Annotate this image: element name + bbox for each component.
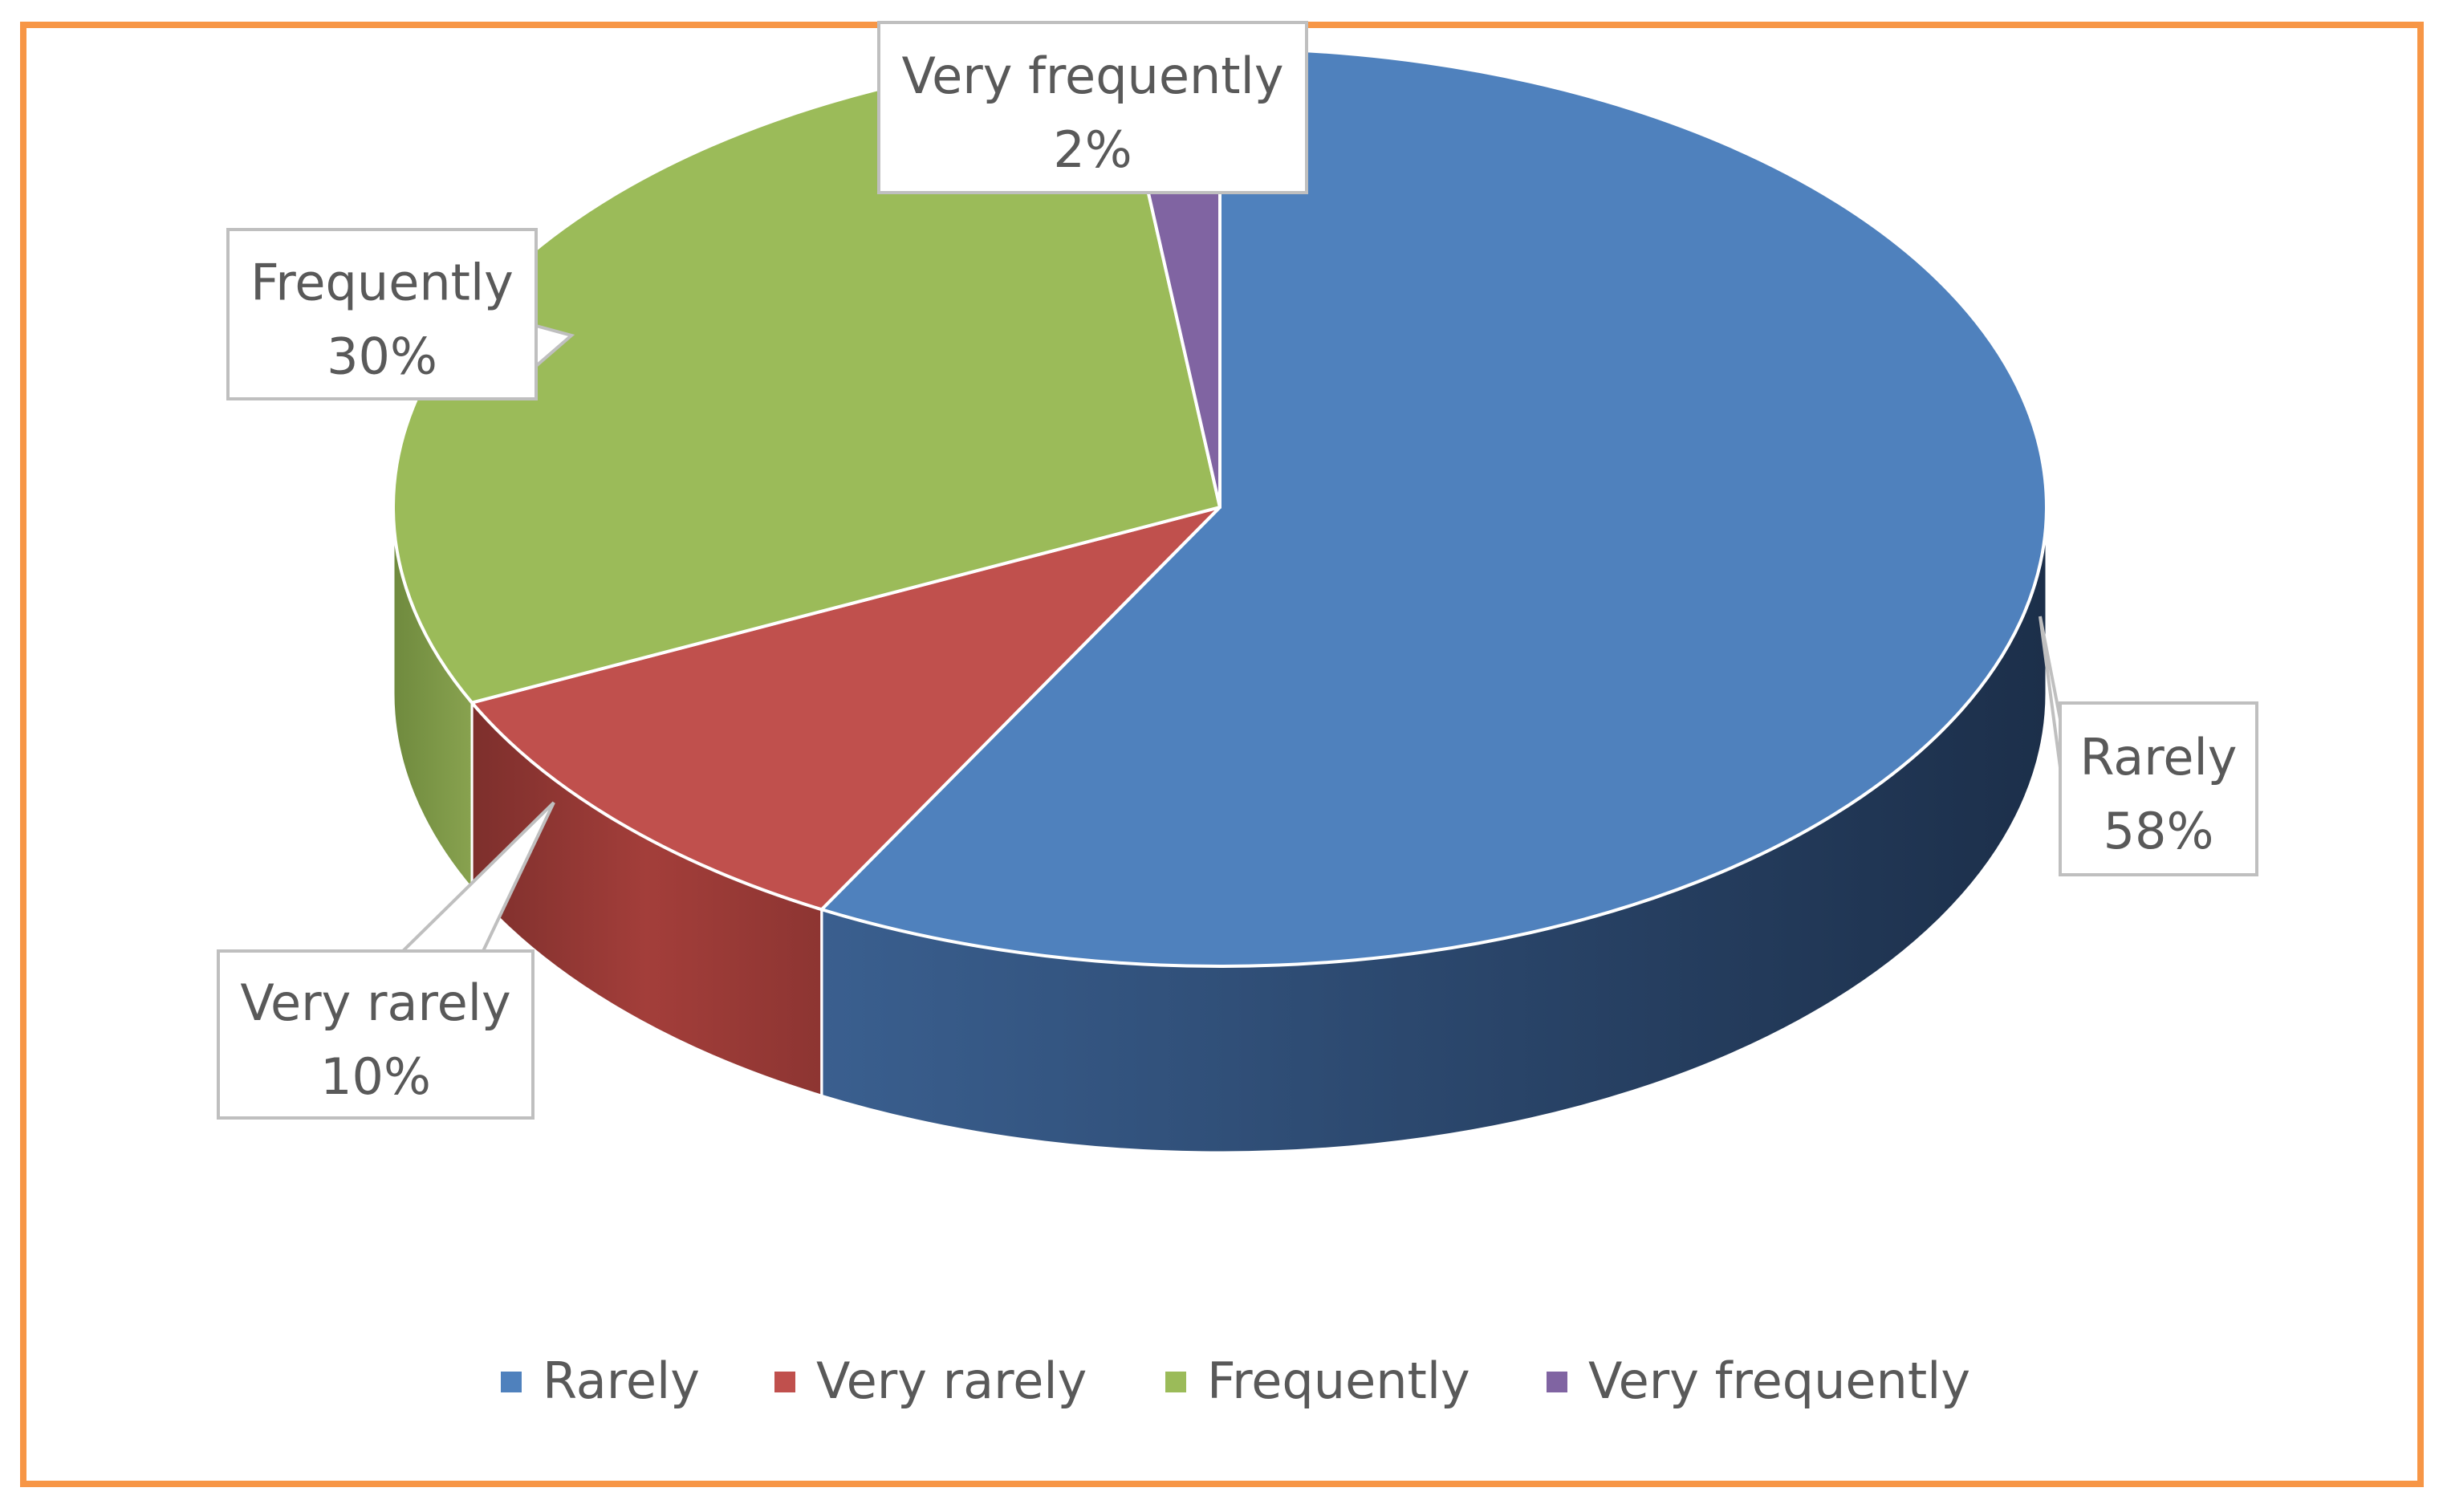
legend-label: Very rarely xyxy=(816,1351,1087,1410)
callout-box xyxy=(226,228,538,400)
callout-rarely: Rarely 58% xyxy=(2039,616,2258,876)
legend-swatch xyxy=(1547,1372,1567,1392)
callout-frequently: Frequently 30% xyxy=(226,228,575,400)
slice-rarely xyxy=(819,47,2048,968)
callout-box xyxy=(217,949,535,1120)
callout-box xyxy=(877,21,1308,194)
legend-swatch xyxy=(501,1372,522,1392)
data-label-callouts: Rarely 58% Very rarely 10% Frequently 30% Very… xyxy=(217,21,2258,1120)
legend-item-rarely: Rarely xyxy=(501,1351,700,1410)
legend-swatch xyxy=(774,1372,795,1392)
legend-item-very-rarely: Very rarely xyxy=(774,1351,1087,1410)
legend-label: Rarely xyxy=(543,1351,700,1410)
callout-category-label: Rarely xyxy=(2080,728,2238,786)
callout-category-label: Very rarely xyxy=(240,973,510,1032)
callout-box xyxy=(2059,701,2258,876)
legend-item-very-frequently: Very frequently xyxy=(1547,1351,1970,1410)
callout-very-frequently: Very frequently 2% xyxy=(877,21,1308,194)
callout-value-label: 2% xyxy=(1053,120,1132,179)
callout-value-label: 30% xyxy=(327,327,437,386)
callout-category-label: Very frequently xyxy=(901,47,1283,105)
legend-item-frequently: Frequently xyxy=(1165,1351,1470,1410)
legend: Rarely Very rarely Frequently Very frequent… xyxy=(501,1351,1970,1410)
callout-very-rarely: Very rarely 10% xyxy=(217,801,555,1120)
callout-category-label: Frequently xyxy=(250,254,514,312)
slice-very-rarely xyxy=(470,506,1222,912)
legend-label: Very frequently xyxy=(1588,1351,1970,1410)
legend-swatch xyxy=(1165,1372,1186,1392)
callout-value-label: 10% xyxy=(320,1047,431,1106)
legend-label: Frequently xyxy=(1207,1351,1470,1410)
callout-value-label: 58% xyxy=(2104,802,2214,860)
